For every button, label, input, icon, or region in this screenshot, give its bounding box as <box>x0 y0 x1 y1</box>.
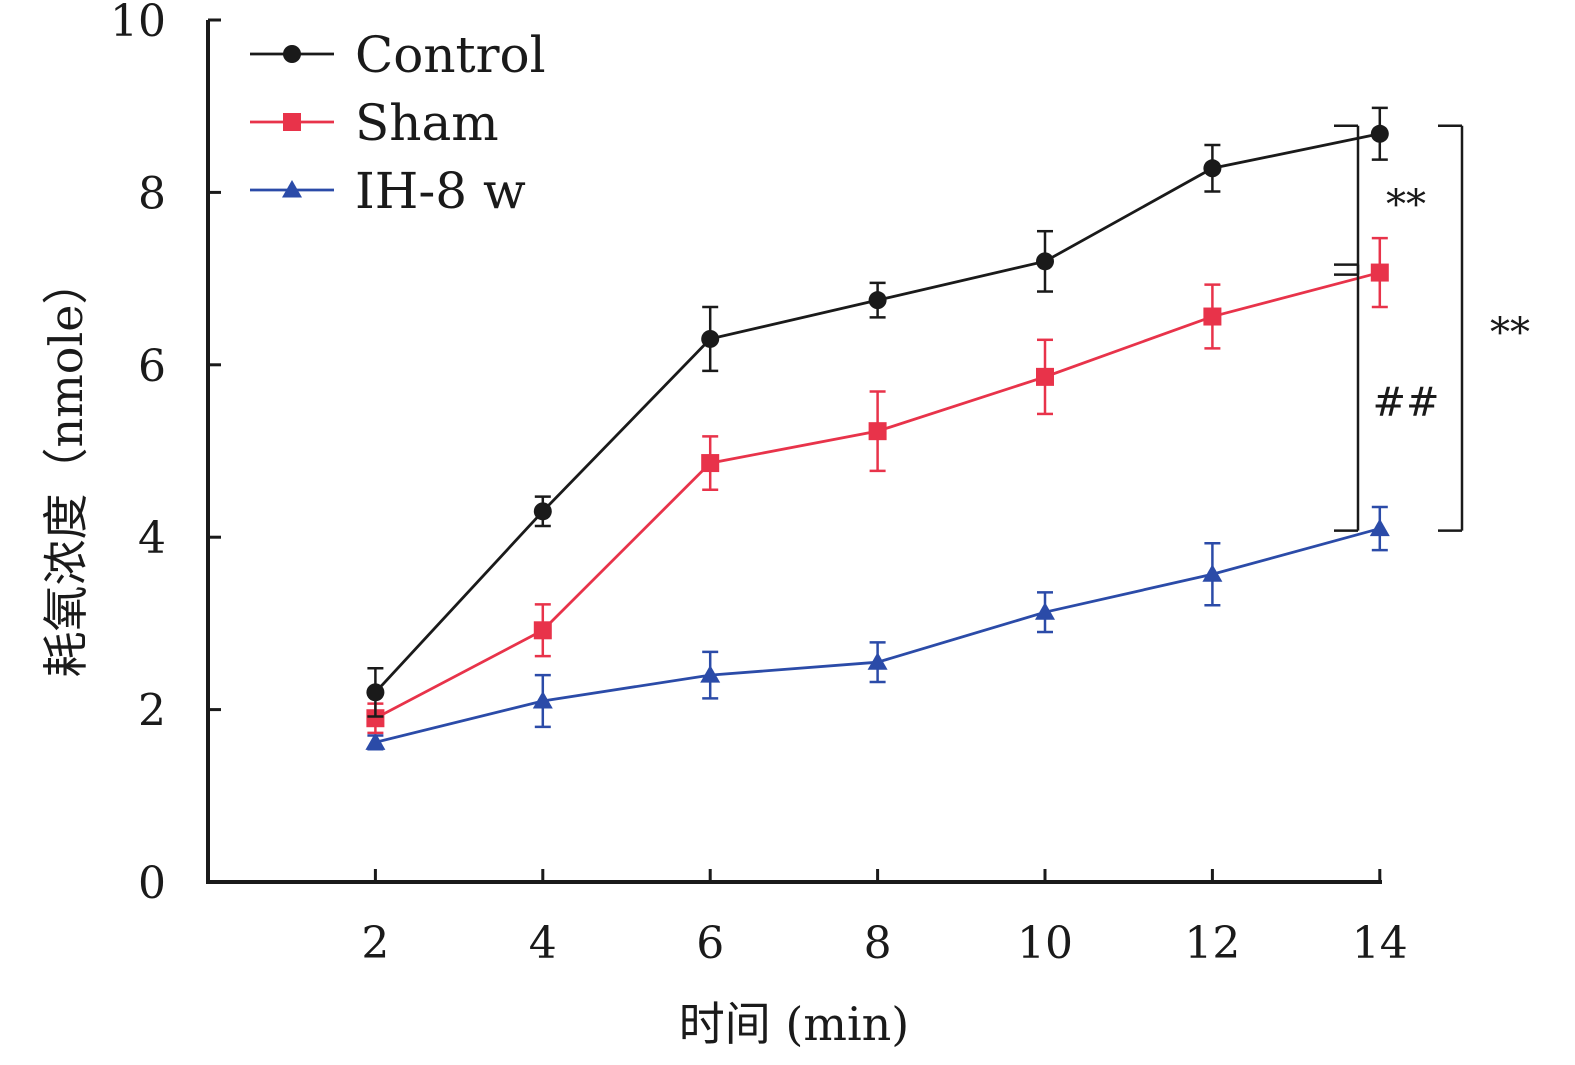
data-point <box>700 665 721 683</box>
series-line <box>375 527 1381 744</box>
data-point <box>1036 252 1054 271</box>
data-point <box>1370 263 1389 282</box>
legend-label: Sham <box>355 94 499 152</box>
data-point <box>1203 307 1222 326</box>
data-point <box>1203 159 1222 178</box>
data-point <box>366 683 385 702</box>
legend-item: IH-8 w <box>250 162 526 220</box>
tick-marks: 0 2 4 6 8 10 2 4 6 8 10 12 14 <box>110 0 1408 969</box>
legend-item: Control <box>250 26 546 84</box>
y-tick-label: 4 <box>138 513 166 564</box>
data-point <box>533 502 552 521</box>
y-tick-label: 0 <box>138 858 166 909</box>
legend-label: IH-8 w <box>355 162 526 220</box>
y-axis-title: 耗氧浓度（nmole） <box>39 259 93 678</box>
x-tick-label: 14 <box>1352 918 1408 969</box>
data-point <box>868 422 887 441</box>
series-layer <box>365 106 1390 751</box>
y-tick-label: 6 <box>138 341 166 392</box>
data-point <box>701 454 720 473</box>
data-point <box>533 621 552 640</box>
legend: Control Sham IH-8 w <box>250 26 546 220</box>
x-tick-label: 12 <box>1184 918 1240 969</box>
significance-brackets: ** ## ** <box>1334 124 1530 532</box>
legend-marker <box>283 45 301 63</box>
significance-bracket: ## <box>1334 263 1440 532</box>
axes <box>206 20 1382 884</box>
x-tick-label: 4 <box>529 918 557 969</box>
legend-marker <box>283 113 301 131</box>
x-tick-label: 8 <box>864 918 892 969</box>
x-tick-label: 6 <box>696 918 724 969</box>
significance-label: ** <box>1490 310 1530 356</box>
data-point <box>365 732 386 750</box>
significance-bracket: ** <box>1438 124 1530 532</box>
data-point <box>1369 518 1390 537</box>
legend-label: Control <box>355 26 546 84</box>
x-tick-label: 2 <box>361 918 389 969</box>
data-point <box>1370 124 1389 143</box>
data-point <box>701 329 720 348</box>
data-point <box>868 291 887 310</box>
significance-label: ** <box>1386 182 1426 228</box>
y-tick-label: 8 <box>138 168 166 219</box>
data-point <box>1035 602 1055 620</box>
data-point <box>1036 367 1054 386</box>
y-tick-label: 10 <box>110 0 166 47</box>
series-control <box>366 106 1389 718</box>
series-ih-8-w <box>365 505 1390 751</box>
x-tick-label: 10 <box>1017 918 1073 969</box>
data-point <box>532 690 553 709</box>
legend-marker <box>282 180 302 198</box>
significance-label: ## <box>1372 380 1439 426</box>
series-sham <box>366 236 1389 735</box>
legend-item: Sham <box>250 94 499 152</box>
data-point <box>366 709 385 728</box>
significance-bracket: ** <box>1334 124 1426 276</box>
data-point <box>867 652 888 670</box>
y-tick-label: 2 <box>138 686 166 737</box>
data-point <box>1202 564 1223 582</box>
x-axis-title: 时间 (min) <box>679 997 909 1051</box>
